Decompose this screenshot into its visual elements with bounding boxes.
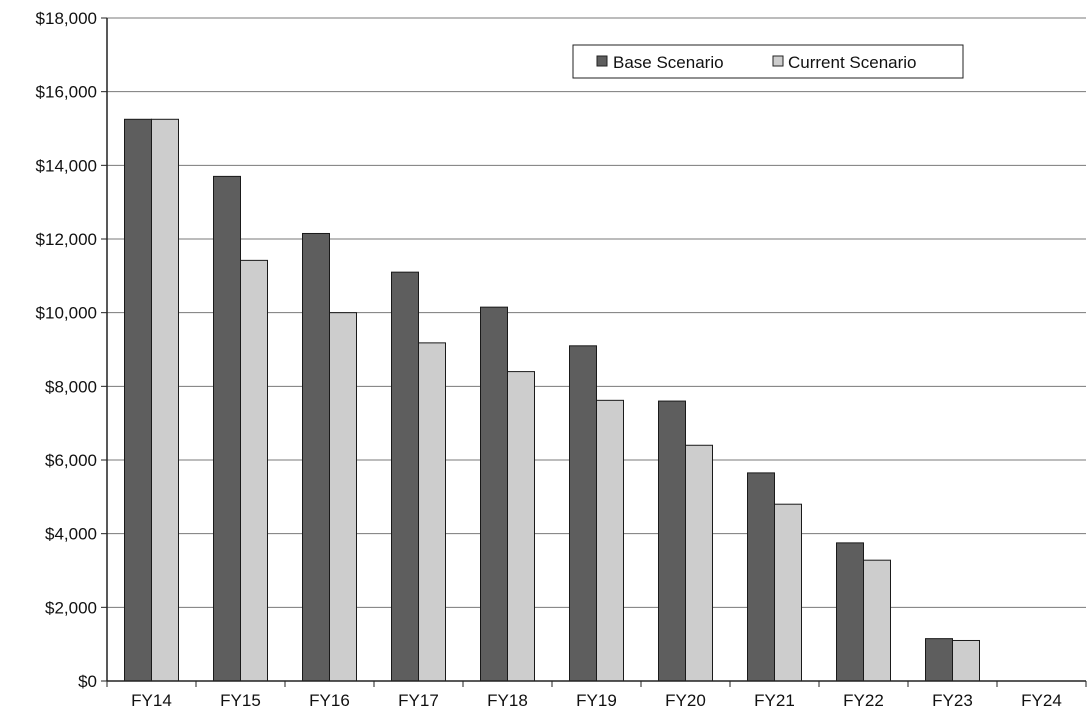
legend-label-current-scenario: Current Scenario [788,53,917,72]
bar-base-scenario-fy22 [836,542,864,682]
x-tick-label: FY15 [220,691,261,710]
bar-current-scenario-fy20 [685,444,713,682]
legend-swatch-base-scenario [596,55,608,67]
bar-base-scenario-fy15 [213,175,241,682]
gridlines [107,17,1086,608]
x-tick-label: FY14 [131,691,172,710]
y-tick-label: $12,000 [36,230,97,249]
bar-current-scenario-fy19 [596,399,624,682]
y-tick-label: $18,000 [36,9,97,28]
y-tick-label: $14,000 [36,156,97,175]
legend: Base Scenario Current Scenario [572,44,964,79]
bar-current-scenario-fy15 [240,259,268,682]
bar-base-scenario-fy16 [302,232,330,682]
y-tick-label: $16,000 [36,83,97,102]
y-tick-label: $4,000 [45,525,97,544]
bar-current-scenario-fy17 [418,342,446,682]
bar-current-scenario-fy14 [151,118,179,682]
x-tick-label: FY20 [665,691,706,710]
bar-base-scenario-fy21 [747,472,775,682]
x-tick-labels: FY14 FY15 FY16 FY17 FY18 FY19 FY20 FY21 FY22 FY23… [131,691,1062,710]
x-tick-label: FY19 [576,691,617,710]
bar-current-scenario-fy23 [952,639,980,682]
x-tick-label: FY17 [398,691,439,710]
bar-current-scenario-fy22 [863,559,891,682]
x-tick-label: FY23 [932,691,973,710]
legend-swatch-current-scenario [772,55,784,67]
x-tick-label: FY22 [843,691,884,710]
x-tick-label: FY16 [309,691,350,710]
bar-current-scenario-fy16 [329,312,357,682]
bar-current-scenario-fy18 [507,371,535,682]
bar-base-scenario-fy20 [658,400,686,682]
axes [101,17,1087,687]
bar-base-scenario-fy19 [569,345,597,682]
bar-base-scenario-fy14 [124,118,152,682]
legend-box [572,44,964,79]
y-tick-label: $0 [78,672,97,691]
x-tick-label: FY24 [1021,691,1062,710]
y-tick-label: $10,000 [36,304,97,323]
x-tick-label: FY21 [754,691,795,710]
x-tick-label: FY18 [487,691,528,710]
legend-label-base-scenario: Base Scenario [613,53,724,72]
bar-base-scenario-fy23 [925,638,953,682]
y-tick-label: $6,000 [45,451,97,470]
y-tick-label: $8,000 [45,377,97,396]
bar-base-scenario-fy18 [480,306,508,682]
y-tick-labels: $0 $2,000 $4,000 $6,000 $8,000 $10,000 $12,000… [36,9,97,691]
bar-current-scenario-fy21 [774,503,802,682]
bar-base-scenario-fy17 [391,271,419,682]
y-tick-label: $2,000 [45,598,97,617]
bars [124,118,980,682]
